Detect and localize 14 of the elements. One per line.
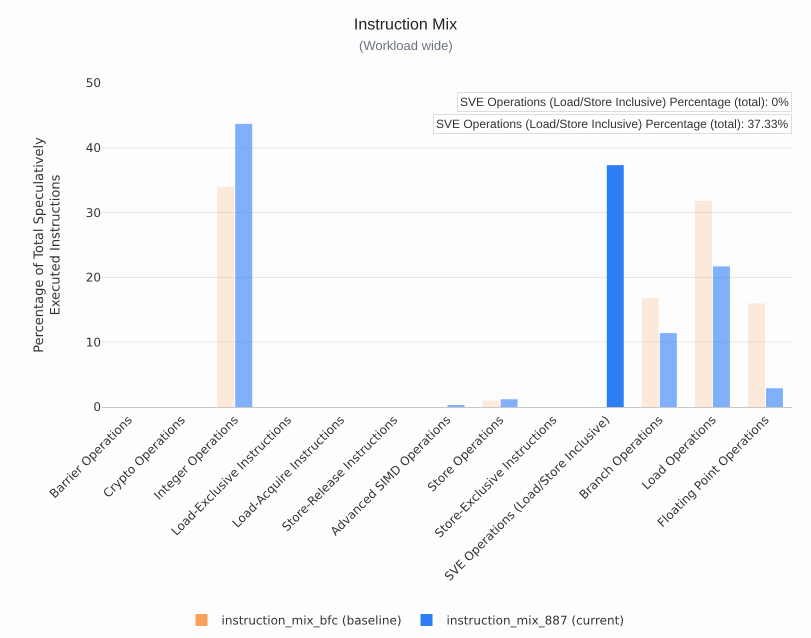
legend-label: instruction_mix_bfc (baseline) xyxy=(222,614,402,628)
y-tick-label: 20 xyxy=(86,270,101,285)
y-axis-title: Percentage of Total Speculatively Executed Instructions xyxy=(32,136,64,353)
chart-subtitle: (Workload wide) xyxy=(359,38,453,53)
y-tick-label: 10 xyxy=(86,335,101,350)
chart-title: Instruction Mix xyxy=(354,16,458,34)
legend-label: instruction_mix_887 (current) xyxy=(446,614,624,628)
annotation: SVE Operations (Load/Store Inclusive) Percentage (total): 37.33% xyxy=(436,117,789,131)
y-tick-label: 50 xyxy=(86,76,101,90)
y-tick-label: 40 xyxy=(86,141,101,155)
bar xyxy=(606,165,624,407)
annotation: SVE Operations (Load/Store Inclusive) Percentage (total): 0% xyxy=(460,95,790,109)
y-tick-label: 0 xyxy=(93,400,101,414)
y-tick-label: 30 xyxy=(86,206,101,220)
